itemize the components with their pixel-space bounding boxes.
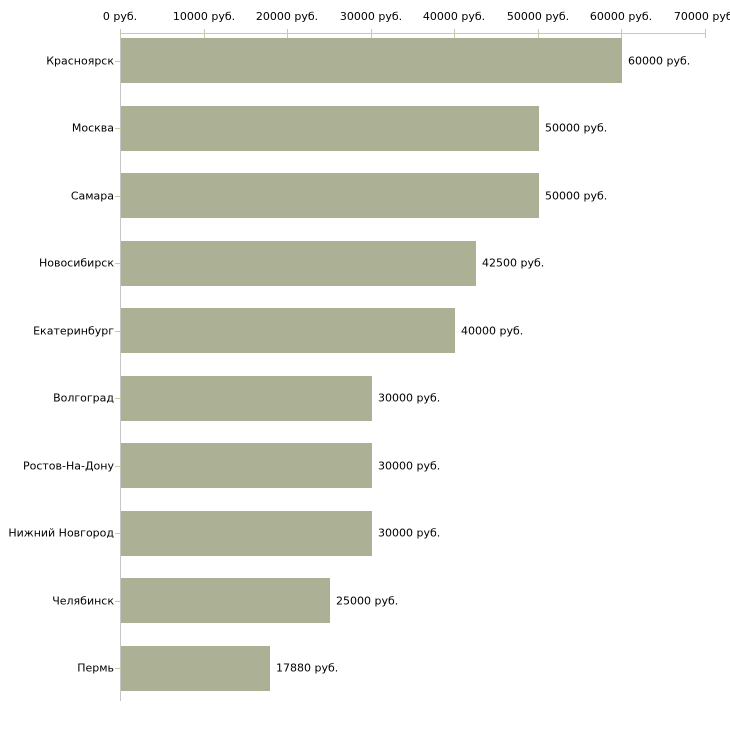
value-label: 50000 руб.	[545, 189, 608, 203]
x-axis-tick-label: 50000 руб.	[506, 10, 570, 23]
value-label: 30000 руб.	[378, 459, 441, 473]
bar	[121, 646, 270, 691]
x-axis-tick	[120, 29, 121, 38]
category-label: Волгоград	[53, 391, 114, 405]
bar	[121, 106, 539, 151]
bar	[121, 511, 372, 556]
value-label: 50000 руб.	[545, 121, 608, 135]
value-label: 30000 руб.	[378, 526, 441, 540]
category-label: Нижний Новгород	[8, 526, 114, 540]
x-axis-tick-label: 0 руб.	[102, 10, 138, 23]
y-axis-tick	[115, 128, 121, 129]
bar	[121, 443, 372, 488]
category-label: Ростов-На-Дону	[22, 459, 114, 473]
x-axis-tick-label: 70000 руб.	[673, 10, 730, 23]
category-label: Москва	[71, 121, 114, 135]
x-axis-tick	[287, 29, 288, 38]
x-axis-tick-label: 10000 руб.	[172, 10, 236, 23]
value-label: 60000 руб.	[628, 54, 691, 68]
bar	[121, 241, 476, 286]
y-axis-line	[120, 33, 121, 701]
value-label: 42500 руб.	[482, 256, 545, 270]
category-label: Красноярск	[46, 54, 114, 68]
y-axis-tick	[115, 331, 121, 332]
x-axis-tick	[371, 29, 372, 38]
category-label: Екатеринбург	[33, 324, 114, 338]
category-label: Самара	[70, 189, 114, 203]
x-axis-tick-label: 60000 руб.	[589, 10, 653, 23]
x-axis-tick-label: 40000 руб.	[422, 10, 486, 23]
value-label: 25000 руб.	[336, 594, 399, 608]
x-axis-tick-label: 30000 руб.	[339, 10, 403, 23]
x-axis-tick-label: 20000 руб.	[255, 10, 319, 23]
category-label: Новосибирск	[38, 256, 114, 270]
y-axis-tick	[115, 61, 121, 62]
category-label: Пермь	[77, 661, 114, 675]
bar	[121, 308, 455, 353]
value-label: 40000 руб.	[461, 324, 524, 338]
x-axis-tick	[705, 29, 706, 38]
y-axis-tick	[115, 466, 121, 467]
x-axis-tick	[204, 29, 205, 38]
x-axis-tick	[621, 29, 622, 38]
x-axis-tick	[454, 29, 455, 38]
x-axis-line	[120, 33, 706, 34]
bar	[121, 173, 539, 218]
category-label: Челябинск	[52, 594, 114, 608]
x-axis-tick	[538, 29, 539, 38]
value-label: 30000 руб.	[378, 391, 441, 405]
y-axis-tick	[115, 196, 121, 197]
y-axis-tick	[115, 668, 121, 669]
bar	[121, 376, 372, 421]
y-axis-tick	[115, 601, 121, 602]
bar	[121, 578, 330, 623]
y-axis-tick	[115, 398, 121, 399]
y-axis-tick	[115, 263, 121, 264]
bar	[121, 38, 622, 83]
value-label: 17880 руб.	[276, 661, 339, 675]
y-axis-tick	[115, 533, 121, 534]
